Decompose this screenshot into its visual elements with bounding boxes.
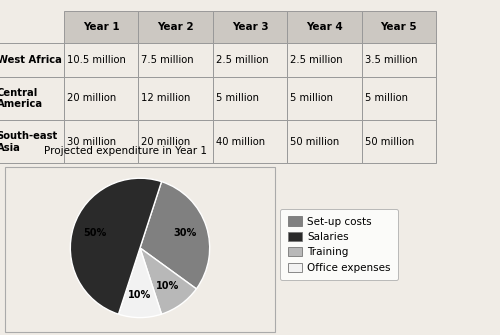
Text: 30%: 30% (174, 228, 197, 238)
Text: 10%: 10% (128, 290, 152, 300)
Text: 50%: 50% (84, 228, 106, 238)
Wedge shape (140, 248, 196, 314)
Legend: Set-up costs, Salaries, Training, Office expenses: Set-up costs, Salaries, Training, Office… (280, 209, 398, 280)
Wedge shape (118, 248, 162, 318)
Text: 10%: 10% (156, 281, 180, 291)
Wedge shape (70, 178, 162, 314)
Text: Projected expenditure in Year 1: Projected expenditure in Year 1 (44, 146, 207, 156)
Wedge shape (140, 182, 209, 289)
